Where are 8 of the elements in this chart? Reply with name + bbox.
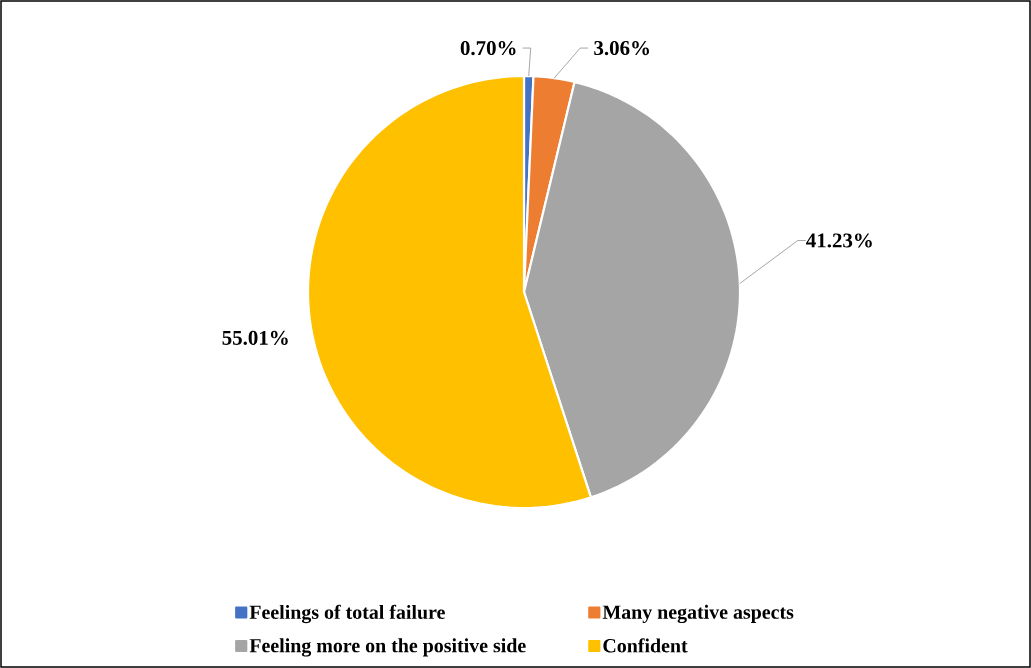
data-label: 55.01% — [222, 330, 288, 345]
data-label: 41.23% — [806, 233, 872, 248]
legend-label: Feeling more on the positive side — [249, 638, 526, 657]
legend-label: Feelings of total failure — [249, 604, 445, 624]
legend-label: Confident — [603, 638, 688, 653]
data-label: 3.06% — [594, 40, 650, 56]
legend-label: Many negative aspects — [602, 604, 794, 624]
data-label: 0.70% — [460, 40, 516, 56]
